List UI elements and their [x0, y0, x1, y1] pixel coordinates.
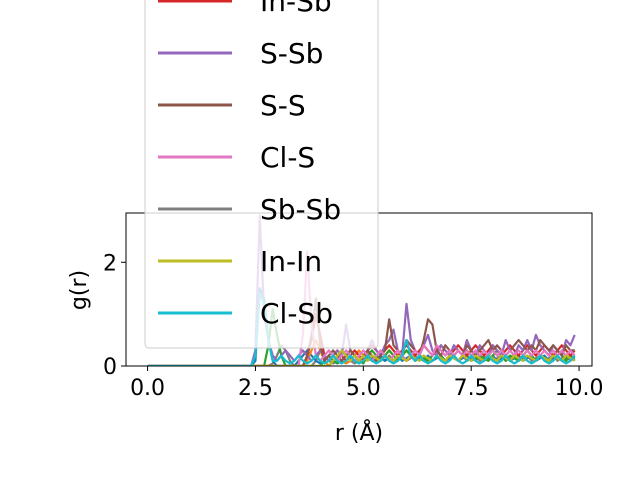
x-tick-label: 5.0: [346, 376, 381, 401]
series-line-cl-sb: [147, 292, 576, 366]
x-axis-label: r (Å): [335, 419, 383, 446]
legend-label-in-in: In-In: [260, 245, 322, 278]
series-layer: [147, 214, 576, 366]
legend-label-sb-sb: Sb-Sb: [260, 193, 341, 226]
x-tick-label: 0.0: [130, 376, 165, 401]
y-axis-label: g(r): [67, 270, 92, 310]
x-tick-label: 7.5: [454, 376, 489, 401]
legend-label-s-s: S-S: [260, 89, 306, 122]
legend-label-cl-s: Cl-S: [260, 141, 315, 174]
x-tick-label: 2.5: [238, 376, 273, 401]
x-axis-ticks: 0.0 2.5 5.0 7.5 10.0: [130, 366, 604, 401]
y-tick-label: 2: [103, 251, 117, 276]
legend-label-cl-sb: Cl-Sb: [260, 297, 333, 330]
y-axis-ticks: 02: [103, 251, 126, 380]
y-tick-label: 0: [103, 355, 117, 380]
legend-label-s-sb: S-Sb: [260, 37, 323, 70]
legend: In-Sb S-Sb S-S Cl-S Sb-Sb In-In Cl-Sb: [144, 0, 379, 349]
legend-label-in-sb: In-Sb: [260, 0, 332, 18]
series-line-cl-s: [147, 250, 576, 366]
x-tick-label: 10.0: [555, 376, 604, 401]
